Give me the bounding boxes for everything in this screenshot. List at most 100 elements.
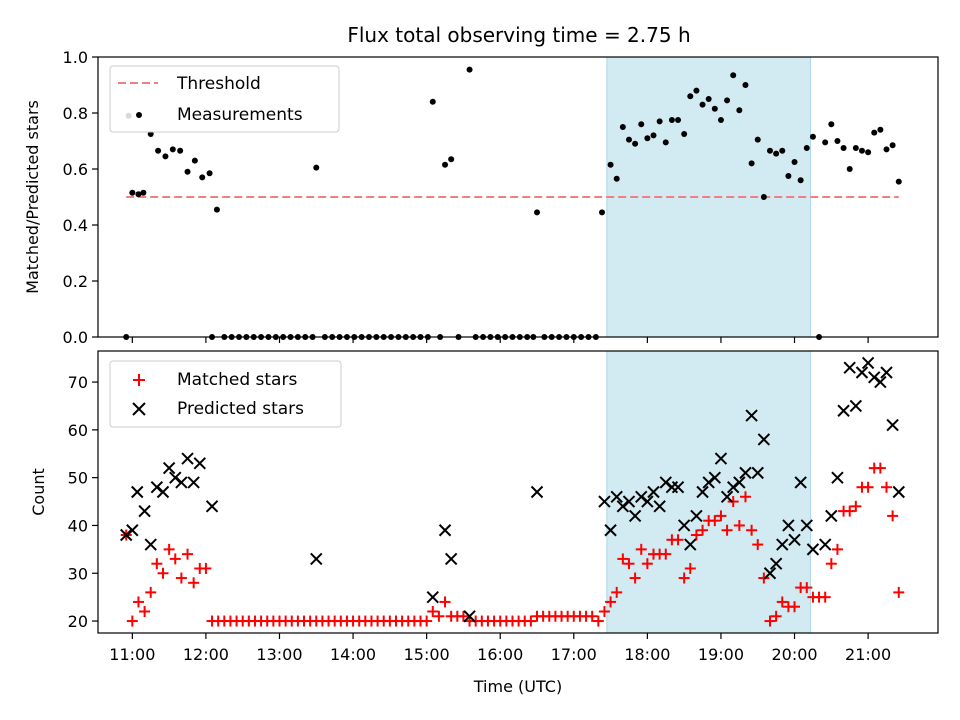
measurement-point [448, 156, 455, 163]
top-axes-frame [97, 56, 939, 338]
top-y-axis-label: Matched/Predicted stars [23, 100, 42, 294]
measurement-point [442, 161, 449, 168]
measurement-point [644, 135, 651, 142]
predicted-star-point [138, 504, 151, 518]
measurement-point [693, 87, 700, 94]
measurement-point [534, 209, 541, 216]
x-tick-label: 18:00 [624, 645, 670, 664]
matched-star-point [715, 510, 727, 522]
x-tick-label: 14:00 [330, 645, 376, 664]
predicted-star-point [181, 452, 194, 465]
predicted-star-point [880, 366, 893, 379]
measurement-point [828, 121, 835, 128]
predicted-star-point [769, 557, 783, 570]
measurement-point [638, 121, 645, 128]
predicted-star-point [714, 452, 728, 465]
measurement-point [662, 139, 669, 146]
predicted-star-point [426, 590, 439, 604]
matched-star-point [151, 558, 163, 570]
measurement-point [754, 136, 761, 143]
matched-star-point [586, 610, 598, 622]
top-panel: 0.0 0.2 0.4 0.6 0.8 1.0 Matched/Predicted sta… [23, 48, 939, 347]
measurement-point [760, 194, 767, 200]
predicted-star-point [690, 509, 703, 523]
measurement-point [607, 161, 614, 168]
legend-threshold-label: Threshold [176, 74, 261, 94]
predicted-stars-points [119, 356, 905, 623]
matched-star-point [427, 605, 439, 617]
measurement-point [840, 145, 847, 151]
measurement-point [650, 132, 657, 139]
measurement-point [724, 97, 731, 104]
x-tick-label: 16:00 [477, 645, 523, 664]
predicted-star-point [530, 485, 544, 499]
measurement-point [846, 166, 853, 172]
matched-star-point [678, 572, 690, 584]
matched-star-point [874, 462, 886, 474]
measurement-point [779, 147, 786, 154]
measurement-point [191, 157, 198, 164]
measurement-point [619, 124, 626, 130]
matched-star-point [169, 553, 181, 565]
matched-star-point [145, 586, 157, 598]
measurement-point [883, 146, 890, 153]
matched-star-point [739, 491, 751, 503]
predicted-star-point [641, 495, 654, 508]
matched-star-point [623, 558, 635, 570]
matched-star-point [862, 481, 874, 493]
measurement-point [613, 175, 620, 182]
predicted-star-point [794, 476, 807, 489]
predicted-star-point [849, 399, 863, 413]
bottom-legend-box [109, 360, 342, 428]
y-tick-label: 0.4 [63, 216, 88, 235]
matched-star-point [629, 572, 641, 584]
matched-star-point [844, 505, 856, 517]
legend-predicted-swatch [132, 402, 146, 416]
measurement-point [791, 159, 798, 165]
predicted-star-point [205, 500, 219, 513]
measurement-point [184, 168, 191, 175]
matched-star-point [200, 562, 212, 574]
x-tick-label: 19:00 [698, 645, 744, 664]
measurement-point [730, 72, 737, 79]
matched-star-point [801, 582, 813, 594]
x-tick-label: 17:00 [551, 645, 597, 664]
predicted-star-point [131, 485, 144, 499]
predicted-star-point [193, 457, 206, 470]
predicted-star-point [653, 500, 666, 513]
bottom-y-axis-ticks: 20 30 40 50 60 70 [68, 373, 98, 631]
matched-star-point [672, 534, 684, 546]
legend-predicted-label: Predicted stars [177, 399, 304, 419]
matched-star-point [598, 605, 610, 617]
measurement-point [699, 101, 706, 108]
legend-matched-label: Matched stars [177, 370, 297, 390]
matched-star-point [433, 610, 445, 622]
measurement-point [865, 149, 872, 156]
measurement-point [213, 206, 220, 213]
measurement-point [632, 140, 639, 147]
measurement-point [155, 147, 162, 154]
x-tick-label: 20:00 [771, 645, 817, 664]
predicted-star-point [175, 476, 188, 489]
predicted-star-point [463, 610, 476, 623]
matched-star-point [690, 529, 702, 541]
predicted-star-point [720, 490, 734, 503]
measurement-point [773, 150, 780, 157]
measurement-point [797, 177, 804, 184]
predicted-star-point [610, 490, 623, 503]
predicted-star-point [628, 509, 642, 523]
y-tick-label: 30 [68, 564, 88, 583]
measurement-point [668, 117, 675, 123]
matched-star-point [163, 543, 175, 555]
matched-star-point [893, 586, 905, 598]
matched-star-point [175, 572, 187, 584]
measurement-point [675, 117, 682, 123]
y-tick-label: 1.0 [63, 48, 88, 67]
predicted-star-point [126, 524, 139, 537]
matched-star-point [132, 596, 144, 608]
measurement-point [656, 118, 663, 125]
predicted-star-point [763, 567, 777, 580]
y-tick-label: 50 [68, 469, 88, 488]
predicted-star-point [806, 543, 820, 556]
matched-star-point [641, 558, 653, 570]
